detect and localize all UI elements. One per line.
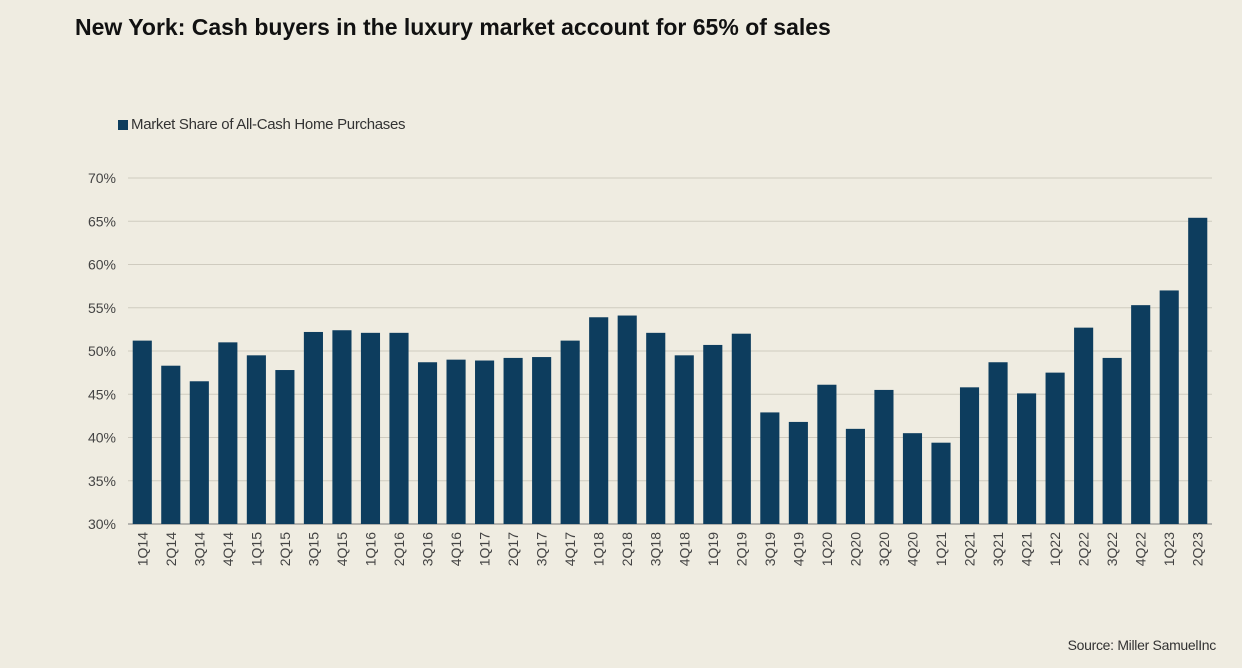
y-tick-label: 65% (88, 213, 116, 229)
x-tick-label: 2Q15 (277, 532, 293, 566)
x-tick-label: 1Q18 (591, 532, 607, 566)
x-tick-label: 3Q18 (648, 532, 664, 566)
bar-2Q18 (617, 315, 637, 524)
x-tick-label: 3Q22 (1104, 532, 1120, 566)
x-tick-label: 4Q22 (1133, 532, 1149, 566)
x-tick-label: 1Q21 (933, 532, 949, 566)
x-tick-label: 3Q17 (534, 532, 550, 566)
x-tick-label: 1Q17 (477, 532, 493, 566)
x-tick-label: 1Q23 (1161, 532, 1177, 566)
bar-3Q17 (532, 357, 552, 524)
bar-2Q21 (959, 387, 980, 524)
x-tick-label: 1Q19 (705, 532, 721, 566)
x-tick-label: 2Q16 (391, 532, 407, 566)
x-tick-label: 4Q21 (1019, 532, 1035, 566)
bar-3Q21 (988, 362, 1008, 524)
legend-label: Market Share of All-Cash Home Purchases (131, 116, 406, 133)
bar-4Q20 (902, 433, 923, 524)
bar-2Q23 (1188, 217, 1208, 525)
bar-1Q15 (246, 355, 266, 524)
x-tick-label: 4Q19 (790, 532, 806, 566)
x-tick-label: 4Q16 (448, 532, 464, 566)
bar-1Q23 (1159, 290, 1179, 524)
y-tick-label: 50% (88, 343, 116, 359)
y-tick-label: 35% (88, 473, 116, 489)
bar-3Q15 (303, 331, 323, 524)
x-tick-label: 1Q14 (134, 532, 150, 566)
bar-2Q16 (389, 332, 409, 524)
y-tick-label: 30% (88, 516, 116, 532)
legend: Market Share of All-Cash Home Purchases (118, 116, 406, 133)
bar-1Q18 (589, 317, 609, 524)
bar-1Q19 (703, 344, 723, 524)
bar-4Q18 (674, 355, 694, 524)
x-tick-label: 1Q22 (1047, 532, 1063, 566)
bar-4Q14 (218, 342, 238, 524)
x-tick-label: 2Q19 (733, 532, 749, 566)
bar-2Q17 (503, 357, 523, 524)
bar-1Q22 (1045, 372, 1065, 524)
source-note: Source: Miller SamuelInc (1067, 637, 1217, 653)
bar-3Q18 (646, 332, 666, 524)
y-tick-label: 45% (88, 386, 116, 402)
bar-2Q19 (731, 333, 751, 524)
x-tick-label: 4Q14 (220, 532, 236, 566)
bar-4Q22 (1131, 305, 1151, 524)
bar-1Q20 (817, 384, 837, 524)
bar-2Q15 (275, 370, 295, 524)
bar-1Q17 (475, 360, 495, 524)
x-tick-label: 2Q14 (163, 532, 179, 566)
x-tick-label: 2Q18 (619, 532, 635, 566)
x-tick-label: 4Q15 (334, 532, 350, 566)
x-tick-label: 3Q16 (420, 532, 436, 566)
bar-2Q22 (1074, 327, 1094, 524)
chart-title: New York: Cash buyers in the luxury mark… (75, 14, 831, 40)
y-axis-ticks: 30% 35% 40% 45% 50% 55% 60% 65% 70% (88, 170, 116, 532)
x-tick-label: 1Q16 (362, 532, 378, 566)
bar-2Q20 (845, 428, 865, 524)
x-tick-label: 1Q15 (248, 532, 264, 566)
bar-4Q15 (332, 330, 352, 524)
x-tick-label: 3Q14 (191, 532, 207, 566)
x-tick-label: 1Q20 (819, 532, 835, 566)
bar-1Q16 (360, 332, 381, 524)
x-tick-label: 2Q17 (505, 532, 521, 566)
y-tick-label: 55% (88, 300, 116, 316)
bar-4Q19 (788, 421, 808, 524)
x-tick-label: 4Q17 (562, 532, 578, 566)
bar-3Q16 (417, 362, 438, 524)
x-tick-label: 3Q15 (305, 532, 321, 566)
y-tick-label: 60% (88, 257, 116, 273)
x-tick-label: 2Q23 (1190, 532, 1206, 566)
x-tick-label: 3Q20 (876, 532, 892, 566)
bar-4Q16 (446, 359, 466, 524)
x-tick-label: 4Q18 (676, 532, 692, 566)
bar-1Q14 (132, 340, 152, 524)
x-tick-label: 2Q21 (962, 532, 978, 566)
bar-4Q21 (1017, 393, 1037, 524)
x-tick-label: 2Q22 (1076, 532, 1092, 566)
bar-3Q19 (760, 412, 780, 524)
legend-swatch (118, 119, 128, 130)
bar-1Q21 (931, 442, 951, 524)
x-tick-label: 4Q20 (904, 532, 920, 566)
x-tick-label: 3Q21 (990, 532, 1006, 566)
bars (132, 217, 1208, 525)
x-axis-ticks: 1Q14 2Q14 3Q14 4Q14 1Q15 2Q15 3Q15 4Q15 1Q16 2Q16… (134, 532, 1205, 566)
y-tick-label: 70% (88, 170, 116, 186)
x-tick-label: 2Q20 (847, 532, 863, 566)
bar-3Q20 (874, 389, 894, 524)
bar-3Q22 (1102, 357, 1122, 524)
bar-2Q14 (161, 365, 181, 524)
bar-4Q17 (560, 340, 580, 524)
y-tick-label: 40% (88, 430, 116, 446)
x-tick-label: 3Q19 (762, 532, 778, 566)
bar-3Q14 (189, 381, 209, 524)
